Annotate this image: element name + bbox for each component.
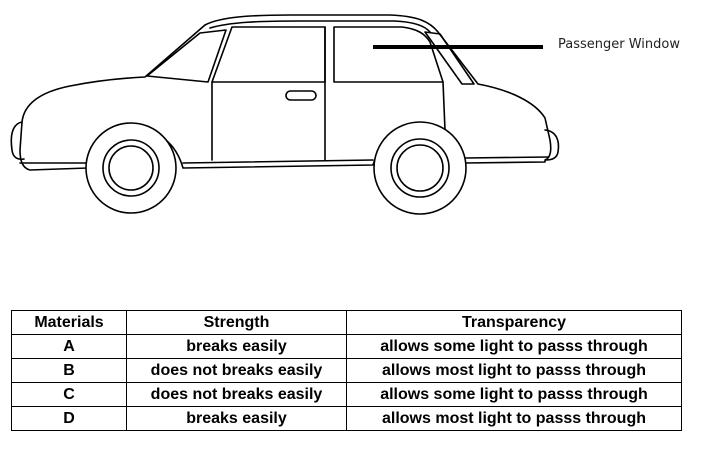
- table-row: A breaks easily allows some light to pas…: [11, 334, 682, 359]
- front-wheel-tire: [373, 121, 467, 215]
- table-row: D breaks easily allows most light to pas…: [11, 406, 682, 431]
- table-row: B does not breaks easily allows most lig…: [11, 358, 682, 383]
- front-wheel-rim: [390, 138, 450, 198]
- car-diagram: [10, 14, 560, 215]
- transparency-cell: allows some light to passs through: [346, 382, 682, 407]
- strength-cell: breaks easily: [126, 334, 347, 359]
- material-cell: B: [11, 358, 127, 383]
- rear-wheel-rim: [102, 139, 160, 197]
- transparency-cell: allows most light to passs through: [346, 406, 682, 431]
- windshield: [424, 31, 475, 85]
- strength-cell: does not breaks easily: [126, 382, 347, 407]
- material-cell: D: [11, 406, 127, 431]
- rocker-line: [182, 159, 374, 164]
- transparency-cell: allows some light to passs through: [346, 334, 682, 359]
- materials-table: Materials Strength Transparency A breaks…: [11, 310, 682, 431]
- rear-bumper: [10, 121, 25, 161]
- door-handle: [285, 90, 317, 101]
- rear-wheel-hub: [108, 145, 154, 191]
- strength-cell: does not breaks easily: [126, 358, 347, 383]
- table-row: C does not breaks easily allows some lig…: [11, 382, 682, 407]
- table-header-row: Materials Strength Transparency: [11, 310, 682, 335]
- header-transparency: Transparency: [346, 310, 682, 335]
- material-cell: A: [11, 334, 127, 359]
- header-strength: Strength: [126, 310, 347, 335]
- passenger-window: [333, 26, 444, 83]
- front-bumper: [544, 129, 560, 161]
- strength-cell: breaks easily: [126, 406, 347, 431]
- front-wheel-hub: [396, 144, 444, 192]
- rear-window: [146, 29, 227, 83]
- rear-door-window: [211, 26, 326, 83]
- passenger-window-label: Passenger Window: [558, 37, 680, 52]
- material-cell: C: [11, 382, 127, 407]
- door-line-front: [442, 81, 446, 131]
- rear-wheel-tire: [85, 122, 177, 214]
- header-materials: Materials: [11, 310, 127, 335]
- transparency-cell: allows most light to passs through: [346, 358, 682, 383]
